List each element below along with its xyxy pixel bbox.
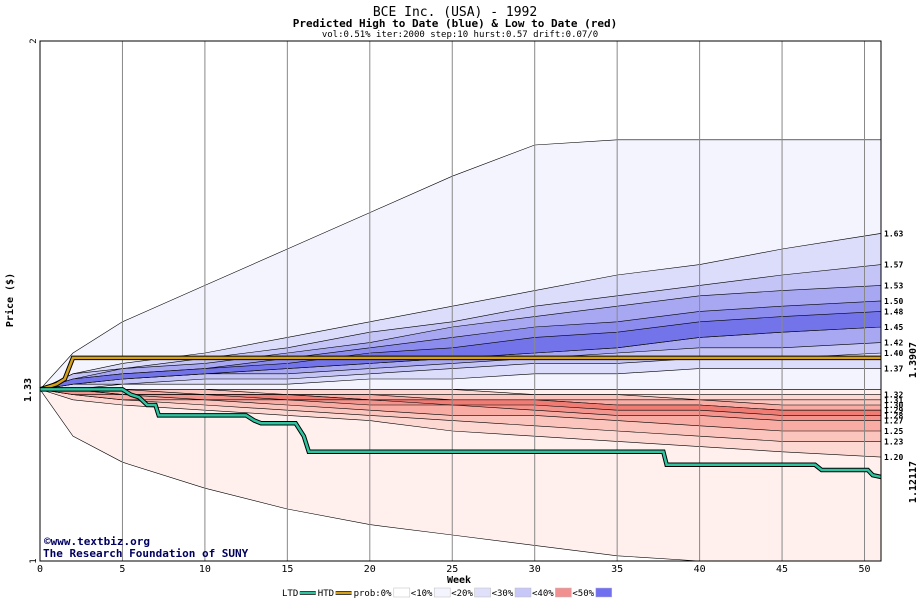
legend-label-4: <20%	[451, 589, 473, 599]
legend-label-1: HTD	[318, 589, 334, 599]
level-label-1: 1.57	[884, 261, 903, 270]
legend-swatch-6	[555, 587, 572, 598]
legend-label-3: <10%	[411, 589, 433, 599]
level-label-10: 1.31	[884, 396, 903, 405]
x-tick-label-35: 35	[611, 564, 623, 575]
htd-final-label: 1.3907	[908, 342, 919, 378]
level-label-0: 1.63	[884, 229, 903, 238]
series-line-htd	[39, 356, 881, 391]
x-tick-label-15: 15	[281, 564, 293, 575]
series-line-ltd	[40, 388, 882, 479]
start-price-label: 1.33	[23, 378, 34, 402]
legend-item-1: HTD	[318, 589, 352, 599]
level-label-17: 1.20	[884, 453, 903, 462]
legend-item-7: <50%	[572, 587, 613, 599]
legend-swatch-3	[433, 587, 451, 598]
y-tick-label-2: 2	[29, 38, 39, 43]
credit-line-1: ©www.textbiz.org	[44, 535, 150, 548]
x-axis-label: Week	[447, 575, 471, 586]
legend-label-6: <40%	[532, 589, 554, 599]
legend-label-5: <30%	[492, 589, 514, 599]
level-label-7: 1.40	[884, 349, 903, 358]
level-label-5: 1.45	[884, 323, 903, 332]
level-label-14: 1.27	[884, 417, 903, 426]
plot-border	[39, 40, 882, 562]
legend-item-2: prob:0%	[354, 587, 411, 599]
legend-item-3: <10%	[411, 587, 451, 599]
x-tick-label-10: 10	[199, 564, 211, 575]
level-label-2: 1.53	[884, 281, 903, 290]
level-label-6: 1.42	[884, 339, 903, 348]
legend-swatch-2	[393, 587, 411, 598]
credit-line-2: The Research Foundation of SUNY	[43, 547, 249, 560]
x-tick-label-5: 5	[119, 564, 125, 575]
chart-params: vol:0.51% iter:2000 step:10 hurst:0.57 d…	[322, 30, 598, 40]
level-label-4: 1.48	[884, 307, 903, 316]
x-tick-label-40: 40	[694, 564, 706, 575]
x-tick-label-0: 0	[37, 564, 43, 575]
ltd-final-label: 1.12117	[908, 461, 919, 503]
chart-title: BCE Inc. (USA) - 1992	[373, 5, 537, 20]
x-tick-label-25: 25	[446, 564, 458, 575]
chart-subtitle: Predicted High to Date (blue) & Low to D…	[293, 17, 618, 30]
level-label-16: 1.23	[884, 437, 903, 446]
legend-swatch-5	[514, 587, 532, 598]
legend-swatch-7	[595, 587, 613, 598]
level-label-15: 1.25	[884, 427, 903, 436]
legend-item-4: <20%	[451, 587, 491, 599]
legend: LTD HTD prob:0% <10% <20% <30% <40% <50%	[282, 587, 613, 599]
y-tick-label-1: 1	[29, 558, 39, 563]
level-label-11: 1.30	[884, 401, 903, 410]
legend-label-7: <50%	[572, 589, 594, 599]
y-axis-label: Price ($)	[4, 273, 16, 327]
x-tick-label-50: 50	[858, 564, 870, 575]
level-label-3: 1.50	[884, 297, 903, 306]
x-tick-label-45: 45	[776, 564, 788, 575]
legend-label-0: LTD	[282, 589, 298, 599]
level-label-8: 1.37	[884, 365, 903, 374]
legend-swatch-4	[474, 587, 491, 598]
legend-item-6: <40%	[532, 587, 572, 599]
x-tick-label-20: 20	[364, 564, 376, 575]
legend-item-5: <30%	[492, 587, 532, 599]
x-tick-label-30: 30	[529, 564, 541, 575]
legend-item-0: LTD	[282, 589, 316, 599]
level-label-12: 1.29	[884, 406, 903, 415]
level-label-9: 1.32	[884, 391, 903, 400]
plot-area: 0 5 10 15 20 25 30 35 40 45 50121.631.571.531.501.…	[29, 38, 903, 575]
level-label-13: 1.28	[884, 411, 903, 420]
legend-label-2: prob:0%	[354, 589, 393, 599]
